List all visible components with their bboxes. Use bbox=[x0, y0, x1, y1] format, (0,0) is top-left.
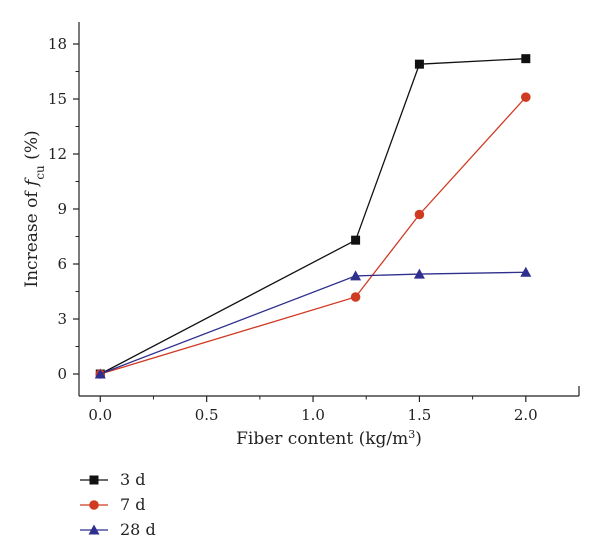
x-tick-label: 0.0 bbox=[88, 406, 112, 424]
x-tick-label: 2.0 bbox=[514, 406, 538, 424]
series-line-3d bbox=[99, 58, 526, 375]
series-layer bbox=[94, 54, 532, 379]
data-point-28d bbox=[94, 368, 106, 379]
data-point-3d bbox=[521, 54, 531, 64]
legend-marker-7d bbox=[89, 500, 99, 510]
y-tick-label: 0 bbox=[57, 365, 67, 383]
x-axis-title: Fiber content (kg/m3) bbox=[236, 428, 422, 450]
data-point-28d bbox=[350, 270, 362, 281]
legend: 3 d 7 d 28 d bbox=[80, 470, 156, 539]
x-axis-title-prefix: Fiber content (kg/m bbox=[236, 429, 408, 449]
x-tick-label: 0.5 bbox=[195, 406, 219, 424]
legend-label-28d: 28 d bbox=[120, 520, 156, 539]
y-tick-label: 3 bbox=[57, 310, 67, 328]
legend-marker-3d bbox=[89, 475, 99, 485]
x-axis-title-suffix: ) bbox=[415, 429, 422, 449]
legend-label-3d: 3 d bbox=[120, 470, 146, 489]
series-line-7d bbox=[100, 96, 527, 375]
y-axis-title: Increase of fcu (%) bbox=[22, 130, 47, 287]
data-point-7d bbox=[521, 92, 531, 102]
y-tick-label: 12 bbox=[48, 145, 67, 163]
y-axis: 0 3 6 9 12 15 18 bbox=[48, 35, 79, 383]
y-axis-title-subscript: cu bbox=[33, 165, 47, 180]
data-point-28d bbox=[520, 266, 532, 277]
legend-item-28d: 28 d bbox=[80, 520, 156, 539]
y-axis-title-variable: f bbox=[22, 177, 42, 188]
series-7d bbox=[95, 92, 531, 379]
x-tick-label: 1.0 bbox=[301, 406, 325, 424]
y-tick-label: 9 bbox=[57, 200, 67, 218]
y-tick-label: 6 bbox=[57, 255, 67, 273]
data-point-7d bbox=[414, 209, 425, 220]
y-tick-label: 18 bbox=[48, 35, 67, 53]
y-axis-title-suffix: (%) bbox=[22, 130, 42, 165]
series-line-28d bbox=[100, 271, 526, 375]
data-point-28d bbox=[413, 268, 425, 279]
legend-label-7d: 7 d bbox=[120, 495, 146, 514]
legend-marker-28d bbox=[88, 524, 100, 535]
data-point-3d bbox=[351, 235, 361, 245]
series-28d bbox=[94, 266, 532, 379]
data-point-7d bbox=[350, 292, 361, 302]
series-3d bbox=[95, 54, 531, 379]
plot-frame bbox=[78, 22, 580, 397]
x-tick-label: 1.5 bbox=[407, 406, 431, 424]
legend-item-7d: 7 d bbox=[80, 495, 146, 514]
y-tick-label: 15 bbox=[48, 90, 67, 108]
x-axis: 0.0 0.5 1.0 1.5 2.0 bbox=[88, 396, 538, 424]
legend-item-3d: 3 d bbox=[80, 470, 146, 489]
x-axis-title-superscript: 3 bbox=[408, 428, 415, 441]
data-point-3d bbox=[414, 59, 424, 69]
y-axis-title-prefix: Increase of bbox=[22, 186, 42, 288]
